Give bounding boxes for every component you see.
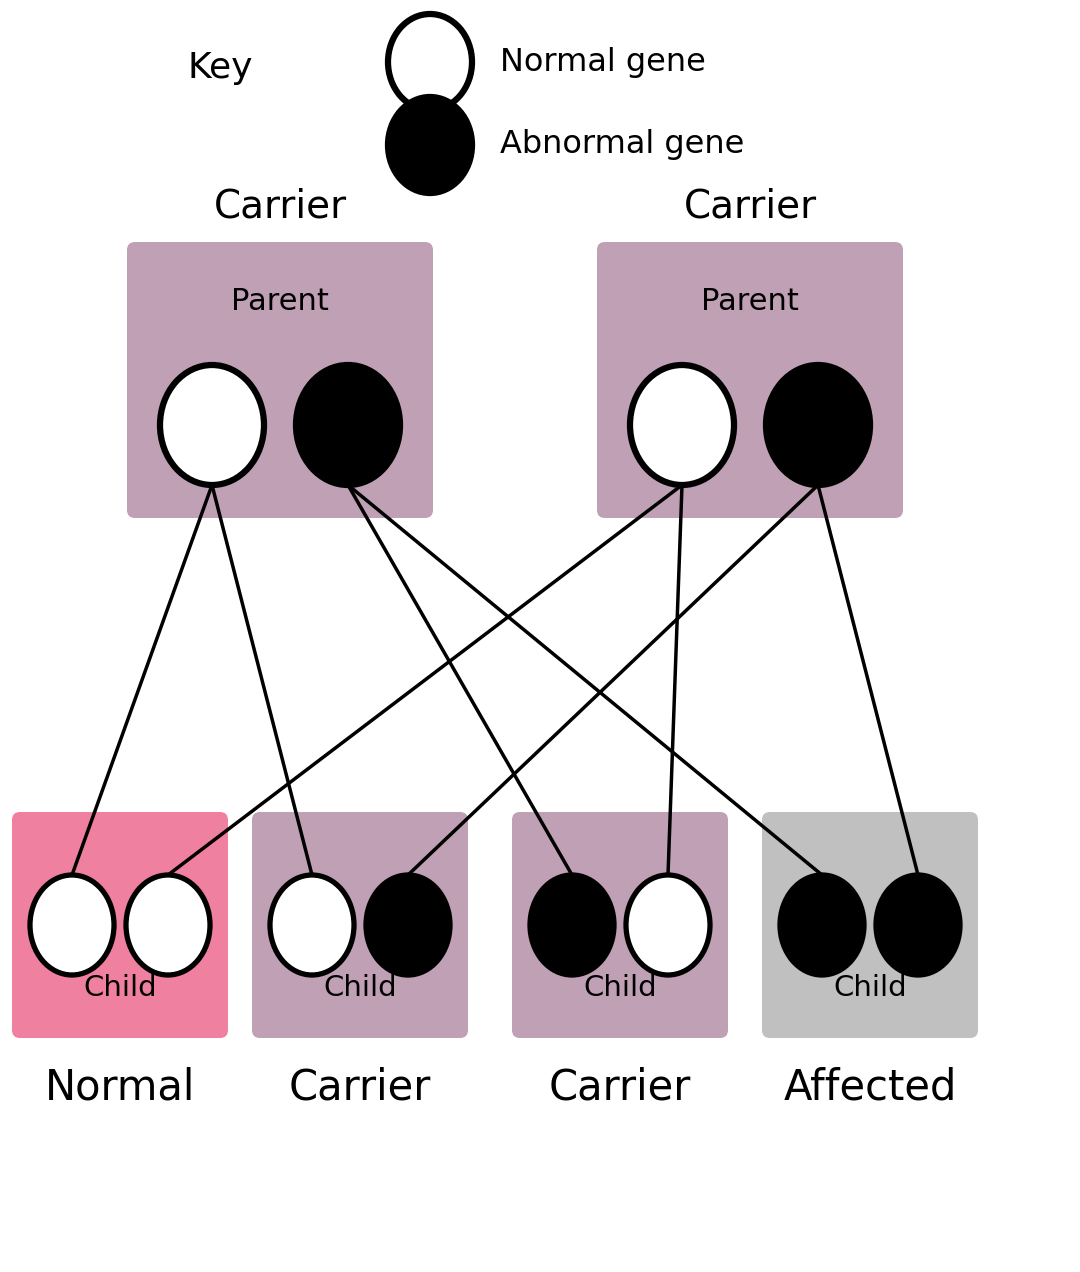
Text: Normal gene: Normal gene — [500, 47, 706, 78]
FancyBboxPatch shape — [762, 812, 978, 1038]
Text: Carrier: Carrier — [288, 1067, 431, 1109]
Text: Carrier: Carrier — [684, 187, 816, 225]
FancyBboxPatch shape — [512, 812, 728, 1038]
Ellipse shape — [388, 97, 472, 193]
Ellipse shape — [626, 875, 710, 976]
Ellipse shape — [366, 875, 450, 976]
Text: Parent: Parent — [231, 287, 329, 317]
Text: Parent: Parent — [701, 287, 799, 317]
Ellipse shape — [876, 875, 960, 976]
Text: Child: Child — [323, 974, 396, 1002]
FancyBboxPatch shape — [252, 812, 468, 1038]
Text: Child: Child — [583, 974, 657, 1002]
Ellipse shape — [270, 875, 354, 976]
Ellipse shape — [630, 365, 734, 485]
Ellipse shape — [388, 14, 472, 109]
Ellipse shape — [296, 365, 400, 485]
Ellipse shape — [160, 365, 264, 485]
Text: Affected: Affected — [783, 1067, 957, 1109]
FancyBboxPatch shape — [597, 242, 903, 518]
Ellipse shape — [30, 875, 114, 976]
Text: Key: Key — [187, 51, 253, 85]
Text: Carrier: Carrier — [214, 187, 347, 225]
Ellipse shape — [780, 875, 864, 976]
Ellipse shape — [126, 875, 210, 976]
Text: Child: Child — [833, 974, 907, 1002]
Ellipse shape — [766, 365, 870, 485]
FancyBboxPatch shape — [12, 812, 228, 1038]
Text: Normal: Normal — [44, 1067, 195, 1109]
Ellipse shape — [530, 875, 615, 976]
Text: Child: Child — [83, 974, 157, 1002]
Text: Abnormal gene: Abnormal gene — [500, 130, 744, 160]
Text: Carrier: Carrier — [549, 1067, 691, 1109]
FancyBboxPatch shape — [127, 242, 433, 518]
